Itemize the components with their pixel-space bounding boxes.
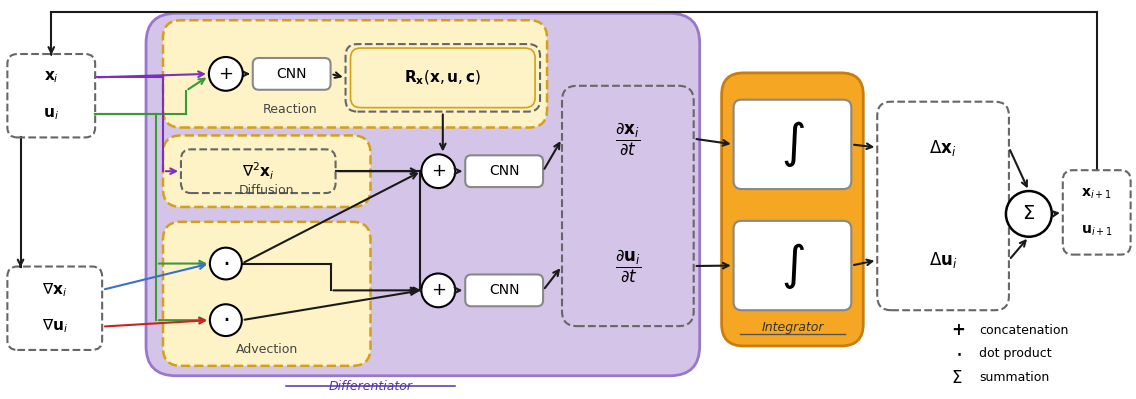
Circle shape [209, 57, 243, 91]
Text: concatenation: concatenation [979, 324, 1068, 337]
Circle shape [421, 273, 456, 307]
Text: $\dfrac{\partial \mathbf{u}_i}{\partial t}$: $\dfrac{\partial \mathbf{u}_i}{\partial … [615, 248, 641, 284]
FancyBboxPatch shape [253, 58, 331, 90]
FancyBboxPatch shape [466, 155, 543, 187]
FancyBboxPatch shape [466, 275, 543, 306]
FancyBboxPatch shape [162, 222, 370, 366]
Text: $\mathbf{u}_i$: $\mathbf{u}_i$ [43, 106, 59, 122]
Text: Differentiator: Differentiator [328, 380, 412, 393]
Text: $\cdot$: $\cdot$ [223, 307, 229, 331]
Text: $\dfrac{\partial \mathbf{x}_i}{\partial t}$: $\dfrac{\partial \mathbf{x}_i}{\partial … [616, 120, 641, 157]
Text: $\cdot$: $\cdot$ [223, 251, 229, 275]
Text: CNN: CNN [488, 164, 519, 178]
Circle shape [210, 248, 242, 279]
Text: Integrator: Integrator [761, 321, 824, 334]
Text: $+$: $+$ [431, 281, 446, 299]
Circle shape [1005, 191, 1052, 237]
Circle shape [210, 304, 242, 336]
Text: +: + [951, 321, 964, 339]
Text: $\mathbf{u}_{i+1}$: $\mathbf{u}_{i+1}$ [1080, 224, 1112, 238]
Text: Diffusion: Diffusion [239, 184, 294, 197]
Text: $\Delta\mathbf{u}_i$: $\Delta\mathbf{u}_i$ [929, 250, 958, 270]
Text: $\nabla\mathbf{x}_i$: $\nabla\mathbf{x}_i$ [42, 281, 67, 299]
Text: $\mathbf{x}_i$: $\mathbf{x}_i$ [44, 69, 59, 85]
Text: CNN: CNN [488, 283, 519, 297]
FancyBboxPatch shape [147, 13, 700, 376]
Text: $+$: $+$ [431, 162, 446, 180]
FancyBboxPatch shape [721, 73, 863, 346]
Text: $\mathbf{x}_{i+1}$: $\mathbf{x}_{i+1}$ [1081, 187, 1112, 201]
FancyBboxPatch shape [162, 20, 548, 128]
Text: $\cdot$: $\cdot$ [955, 344, 962, 364]
Text: $\Delta\mathbf{x}_i$: $\Delta\mathbf{x}_i$ [929, 138, 957, 158]
Text: $\nabla^2\mathbf{x}_i$: $\nabla^2\mathbf{x}_i$ [242, 160, 275, 182]
FancyBboxPatch shape [734, 221, 851, 310]
Text: $\nabla\mathbf{u}_i$: $\nabla\mathbf{u}_i$ [42, 318, 68, 336]
Text: Advection: Advection [235, 343, 298, 356]
Text: dot product: dot product [979, 348, 1052, 360]
Circle shape [421, 154, 456, 188]
Text: $\mathbf{R_x}(\mathbf{x}, \mathbf{u}, \mathbf{c})$: $\mathbf{R_x}(\mathbf{x}, \mathbf{u}, \m… [404, 69, 482, 87]
FancyBboxPatch shape [351, 48, 535, 108]
Text: $+$: $+$ [218, 65, 233, 83]
Text: $\int$: $\int$ [780, 119, 804, 170]
Text: summation: summation [979, 371, 1050, 384]
FancyBboxPatch shape [734, 100, 851, 189]
Text: $\Sigma$: $\Sigma$ [951, 369, 962, 387]
FancyBboxPatch shape [162, 135, 370, 207]
Text: $\int$: $\int$ [780, 241, 804, 290]
Text: $\Sigma$: $\Sigma$ [1022, 204, 1035, 223]
Text: CNN: CNN [276, 67, 307, 81]
Text: Reaction: Reaction [262, 103, 317, 116]
